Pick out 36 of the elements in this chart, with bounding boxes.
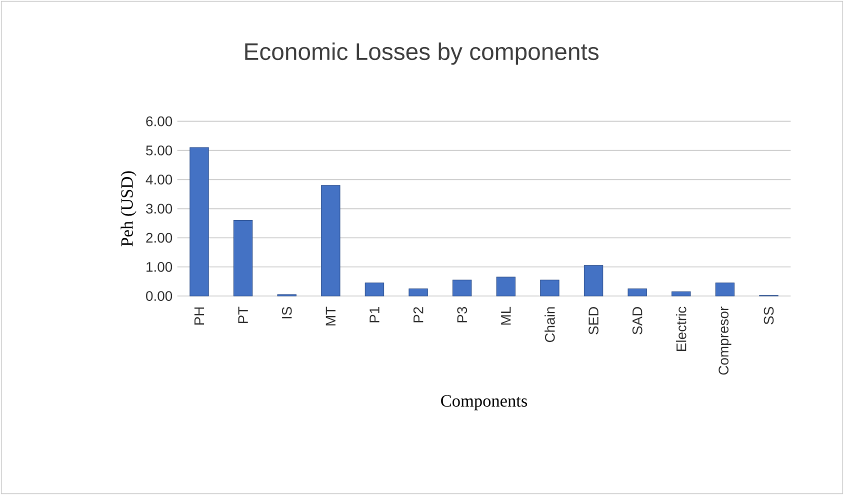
bar: [452, 280, 472, 296]
x-tick-label: MT: [326, 306, 336, 326]
bar: [715, 282, 735, 296]
bar: [190, 147, 209, 296]
x-tick-label: PH: [194, 307, 204, 325]
y-tick-label: 0.00: [146, 291, 172, 301]
x-tick-label: P3: [457, 306, 468, 322]
x-tick-label: ML: [501, 306, 511, 325]
bar: [496, 276, 516, 296]
bar: [584, 265, 604, 296]
y-tick-label: 4.00: [146, 174, 172, 185]
y-tick-label: 6.00: [146, 116, 172, 126]
chart-title: Economic Losses by components: [245, 42, 599, 65]
x-tick-label: SS: [764, 306, 774, 324]
bar: [408, 288, 428, 296]
x-tick-label: Compresor: [718, 306, 732, 375]
x-tick-label: P1: [370, 307, 380, 322]
y-tick-label: 5.00: [146, 146, 172, 156]
x-tick-label: SAD: [632, 307, 642, 334]
bar: [364, 282, 384, 296]
x-tick-label: IS: [282, 306, 292, 318]
x-tick-label: P2: [413, 307, 424, 322]
y-axis-title: Peh (USD): [120, 171, 136, 246]
y-tick-label: 3.00: [146, 204, 172, 214]
x-tick-label: Electric: [676, 306, 686, 351]
x-tick-label: Chain: [544, 307, 555, 342]
bar: [628, 288, 647, 296]
y-tick-label: 1.00: [146, 262, 172, 272]
x-tick-label: PT: [238, 306, 248, 324]
bar: [233, 220, 253, 296]
x-tick-label: SED: [588, 307, 598, 334]
bar: [540, 280, 560, 296]
bar: [672, 291, 691, 296]
bar: [321, 185, 340, 296]
x-axis-title: Components: [441, 395, 528, 410]
y-tick-label: 2.00: [146, 232, 172, 243]
